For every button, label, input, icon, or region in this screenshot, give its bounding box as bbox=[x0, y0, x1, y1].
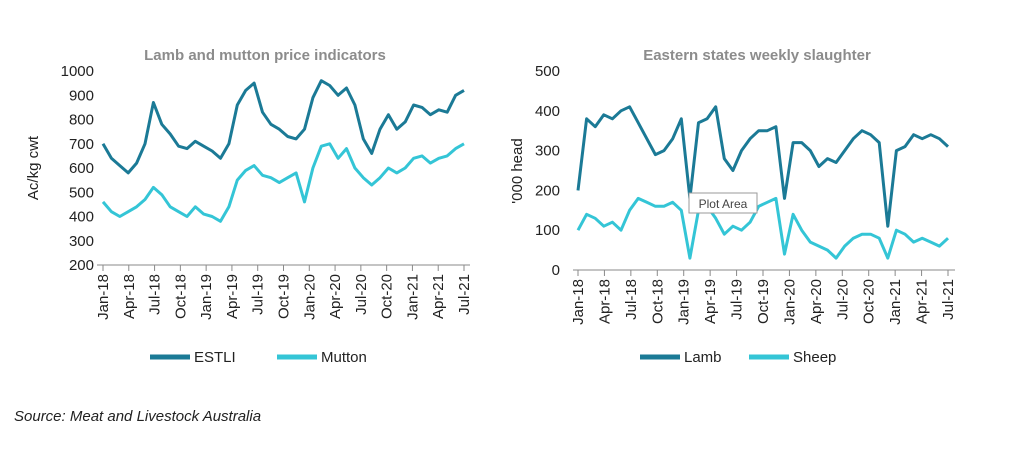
x-tick-label: Jul-20 bbox=[353, 274, 370, 315]
series-line-sheep bbox=[576, 196, 950, 260]
source-note: Source: Meat and Livestock Australia bbox=[14, 408, 262, 425]
x-tick-label: Jul-21 bbox=[456, 274, 473, 315]
tooltip-text: Plot Area bbox=[699, 197, 748, 211]
chart1-x-ticks: Jan-18 Apr-18 Jul-18 Oct-18 Jan-19 Apr-19 Jul-… bbox=[95, 265, 473, 320]
x-tick-label: Apr-20 bbox=[808, 279, 825, 324]
chart1-title: Lamb and mutton price indicators bbox=[144, 47, 386, 64]
legend-sheep-label: Sheep bbox=[793, 349, 836, 366]
x-tick-label: Jan-18 bbox=[95, 274, 112, 320]
x-tick-label: Oct-18 bbox=[172, 274, 189, 319]
chart1-series bbox=[101, 79, 465, 223]
legend-mutton-label: Mutton bbox=[321, 349, 367, 366]
legend-estli-label: ESTLI bbox=[194, 349, 236, 366]
y-tick-label: 300 bbox=[535, 143, 560, 160]
y-tick-label: 500 bbox=[69, 184, 94, 201]
x-tick-label: Jan-18 bbox=[570, 279, 587, 325]
y-tick-label: 500 bbox=[535, 63, 560, 80]
chart1-y-ticks: 1000 900 800 700 600 500 400 300 200 bbox=[61, 63, 94, 274]
chart2-x-ticks: Jan-18 Apr-18 Jul-18 Oct-18 Jan-19 Apr-19 Jul-… bbox=[570, 270, 957, 325]
chart2-y-axis-label: '000 head bbox=[509, 138, 526, 203]
chart2-y-ticks: 500 400 300 200 100 0 bbox=[535, 63, 560, 279]
y-tick-label: 600 bbox=[69, 160, 94, 177]
series-line-lamb bbox=[576, 105, 950, 228]
x-tick-label: Jan-20 bbox=[781, 279, 798, 325]
x-tick-label: Apr-18 bbox=[121, 274, 138, 319]
y-tick-label: 800 bbox=[69, 112, 94, 129]
legend-lamb-label: Lamb bbox=[684, 349, 722, 366]
series-line-mutton bbox=[101, 142, 465, 223]
x-tick-label: Apr-21 bbox=[914, 279, 931, 324]
x-tick-label: Jan-21 bbox=[404, 274, 421, 320]
y-tick-label: 1000 bbox=[61, 63, 94, 80]
x-tick-label: Jul-18 bbox=[623, 279, 640, 320]
y-tick-label: 100 bbox=[535, 222, 560, 239]
x-tick-label: Apr-18 bbox=[596, 279, 613, 324]
x-tick-label: Jul-20 bbox=[834, 279, 851, 320]
y-tick-label: 400 bbox=[535, 103, 560, 120]
x-tick-label: Oct-19 bbox=[276, 274, 293, 319]
x-tick-label: Jul-18 bbox=[147, 274, 164, 315]
x-tick-label: Jan-19 bbox=[676, 279, 693, 325]
x-tick-label: Jan-21 bbox=[887, 279, 904, 325]
x-tick-label: Apr-20 bbox=[327, 274, 344, 319]
x-tick-label: Oct-20 bbox=[861, 279, 878, 324]
x-tick-label: Apr-21 bbox=[430, 274, 447, 319]
x-tick-label: Jul-21 bbox=[940, 279, 957, 320]
x-tick-label: Oct-18 bbox=[649, 279, 666, 324]
y-tick-label: 700 bbox=[69, 136, 94, 153]
series-line-estli bbox=[101, 79, 465, 175]
tooltip-box bbox=[688, 192, 758, 214]
x-tick-label: Jan-19 bbox=[198, 274, 215, 320]
x-tick-label: Oct-19 bbox=[755, 279, 772, 324]
chart-weekly-slaughter: Eastern states weekly slaughter '000 hea… bbox=[509, 47, 957, 366]
y-tick-label: 200 bbox=[69, 257, 94, 274]
chart-price-indicators: Lamb and mutton price indicators Ac/kg c… bbox=[25, 47, 473, 366]
chart1-legend: ESTLI Mutton bbox=[150, 349, 367, 366]
x-tick-label: Jul-19 bbox=[729, 279, 746, 320]
x-tick-label: Jul-19 bbox=[250, 274, 267, 315]
x-tick-label: Oct-20 bbox=[379, 274, 396, 319]
y-tick-label: 400 bbox=[69, 209, 94, 226]
y-tick-label: 900 bbox=[69, 87, 94, 104]
y-tick-label: 200 bbox=[535, 182, 560, 199]
x-tick-label: Jan-20 bbox=[301, 274, 318, 320]
y-tick-label: 300 bbox=[69, 233, 94, 250]
chart2-title: Eastern states weekly slaughter bbox=[643, 47, 871, 64]
chart2-tooltip: Plot Area bbox=[688, 192, 758, 214]
chart1-y-axis-label: Ac/kg cwt bbox=[25, 135, 42, 200]
chart2-series bbox=[576, 105, 950, 260]
chart2-legend: Lamb Sheep bbox=[640, 349, 836, 366]
y-tick-label: 0 bbox=[552, 262, 560, 279]
charts-canvas: Lamb and mutton price indicators Ac/kg c… bbox=[25, 47, 957, 366]
x-tick-label: Apr-19 bbox=[224, 274, 241, 319]
x-tick-label: Apr-19 bbox=[702, 279, 719, 324]
